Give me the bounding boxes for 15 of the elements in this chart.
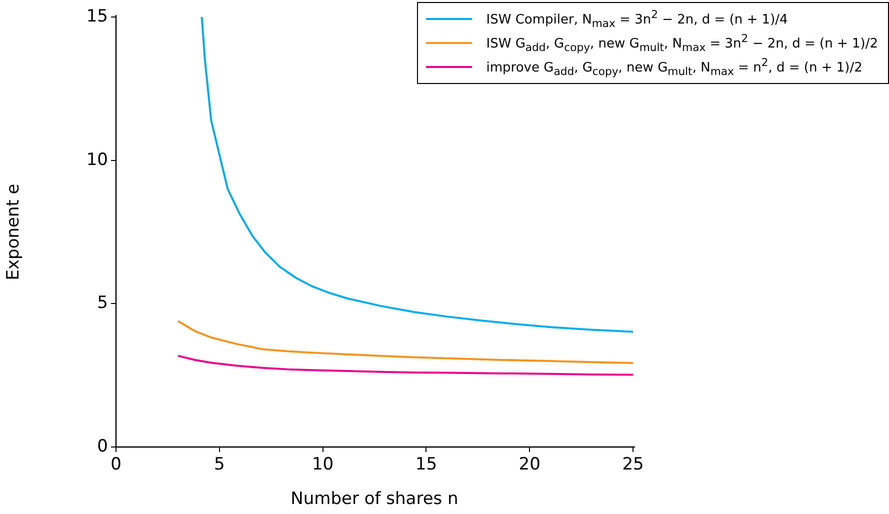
x-axis-title: Number of shares n (290, 489, 458, 510)
x-tick-label: 15 (415, 454, 438, 475)
legend-label: ISW Compiler, N$_{max}$ = 3n$^{2}$ − 2n, d = (n + 1)/4 (486, 8, 788, 30)
text: ISW G$_{add}$, G$_{copy}$, new G$_{mult}$, N$_{max}$ = 3n$^{2}$ − 2n, d = (n + 1)/2 (486, 32, 878, 54)
y-tick-label: 5 (97, 293, 108, 314)
y-tick-label: 15 (86, 6, 108, 26)
x-tick-label: 20 (518, 454, 540, 475)
y-tick-label: 0 (97, 436, 108, 456)
x-tick-label: 10 (312, 454, 334, 475)
x-tick-label: 5 (214, 454, 225, 475)
text: improve G$_{add}$, G$_{copy}$, new G$_{mult}$, N$_{max}$ = n$^{2}$, d = (n + 1)/2 (486, 56, 862, 78)
y-tick-label: 10 (86, 150, 108, 170)
y-axis-title: Exponent e (4, 184, 24, 280)
x-tick-label: 0 (110, 454, 122, 475)
x-tick-label: 25 (622, 454, 644, 475)
